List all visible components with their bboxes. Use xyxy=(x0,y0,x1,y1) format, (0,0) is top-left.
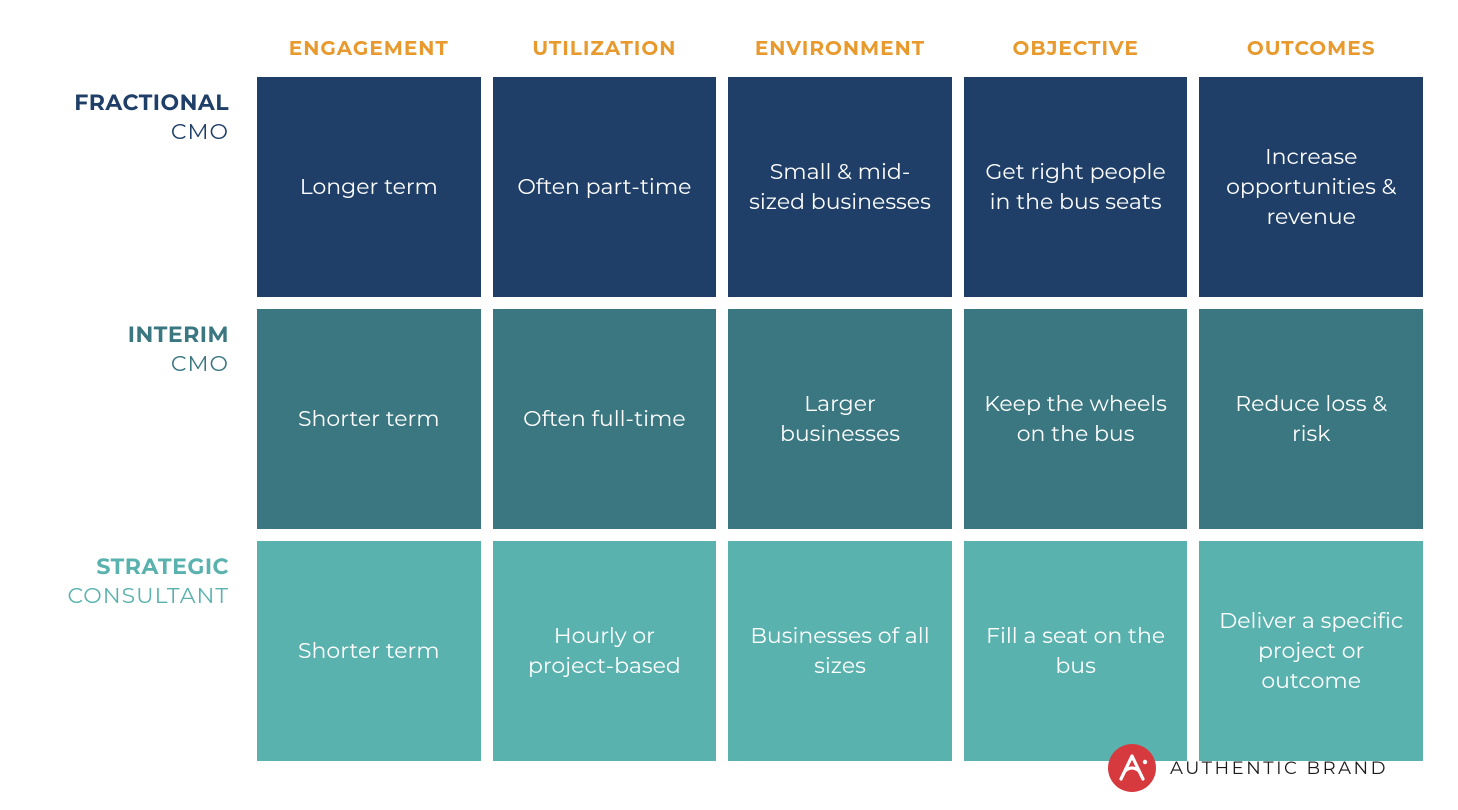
cell-interim-environment: Larger businesses xyxy=(728,309,952,529)
cell-text: Businesses of all sizes xyxy=(746,621,934,680)
cell-text: Keep the wheels on the bus xyxy=(982,389,1170,448)
row-label-strategic: STRATEGIC CONSULTANT xyxy=(35,541,245,761)
authentic-brand-logo-icon xyxy=(1108,744,1156,792)
col-header-utilization: UTILIZATION xyxy=(493,15,717,65)
col-header-label: OUTCOMES xyxy=(1247,37,1376,61)
cell-text: Larger businesses xyxy=(746,389,934,448)
row-label-line2: CONSULTANT xyxy=(67,582,229,611)
cell-text: Often full-time xyxy=(523,404,686,434)
cell-strategic-environment: Businesses of all sizes xyxy=(728,541,952,761)
col-header-environment: ENVIRONMENT xyxy=(728,15,952,65)
cell-interim-outcomes: Reduce loss & risk xyxy=(1199,309,1423,529)
cell-text: Shorter term xyxy=(298,636,440,666)
col-header-label: ENVIRONMENT xyxy=(755,37,925,61)
cell-interim-engagement: Shorter term xyxy=(257,309,481,529)
cell-text: Deliver a specific project or outcome xyxy=(1217,606,1405,695)
cell-text: Get right people in the bus seats xyxy=(982,157,1170,216)
row-label-line2: CMO xyxy=(171,118,229,147)
cell-text: Shorter term xyxy=(298,404,440,434)
cell-text: Fill a seat on the bus xyxy=(982,621,1170,680)
row-label-line1: FRACTIONAL xyxy=(74,89,229,118)
row-label-line1: INTERIM xyxy=(128,321,229,350)
col-header-objective: OBJECTIVE xyxy=(964,15,1188,65)
cell-interim-utilization: Often full-time xyxy=(493,309,717,529)
row-label-line2: CMO xyxy=(171,350,229,379)
col-header-outcomes: OUTCOMES xyxy=(1199,15,1423,65)
comparison-table: ENGAGEMENT UTILIZATION ENVIRONMENT OBJEC… xyxy=(35,15,1423,761)
cell-strategic-utilization: Hourly or project-based xyxy=(493,541,717,761)
corner-spacer xyxy=(35,15,245,65)
col-header-label: ENGAGEMENT xyxy=(289,37,449,61)
row-label-line1: STRATEGIC xyxy=(96,553,229,582)
cell-fractional-utilization: Often part-time xyxy=(493,77,717,297)
cell-text: Hourly or project-based xyxy=(511,621,699,680)
col-header-label: UTILIZATION xyxy=(532,37,676,61)
cell-text: Longer term xyxy=(300,172,438,202)
cell-fractional-outcomes: Increase opportunities & revenue xyxy=(1199,77,1423,297)
cell-strategic-outcomes: Deliver a specific project or outcome xyxy=(1199,541,1423,761)
cell-fractional-objective: Get right people in the bus seats xyxy=(964,77,1188,297)
cell-strategic-objective: Fill a seat on the bus xyxy=(964,541,1188,761)
cell-interim-objective: Keep the wheels on the bus xyxy=(964,309,1188,529)
col-header-engagement: ENGAGEMENT xyxy=(257,15,481,65)
col-header-label: OBJECTIVE xyxy=(1012,37,1138,61)
footer-brand-text: AUTHENTIC BRAND xyxy=(1170,757,1388,779)
cell-fractional-environment: Small & mid-sized businesses xyxy=(728,77,952,297)
cell-strategic-engagement: Shorter term xyxy=(257,541,481,761)
row-label-interim: INTERIM CMO xyxy=(35,309,245,529)
row-label-fractional: FRACTIONAL CMO xyxy=(35,77,245,297)
cell-text: Reduce loss & risk xyxy=(1217,389,1405,448)
cell-fractional-engagement: Longer term xyxy=(257,77,481,297)
cell-text: Often part-time xyxy=(517,172,691,202)
cell-text: Increase opportunities & revenue xyxy=(1217,142,1405,231)
footer-brand: AUTHENTIC BRAND xyxy=(1108,744,1388,792)
cell-text: Small & mid-sized businesses xyxy=(746,157,934,216)
